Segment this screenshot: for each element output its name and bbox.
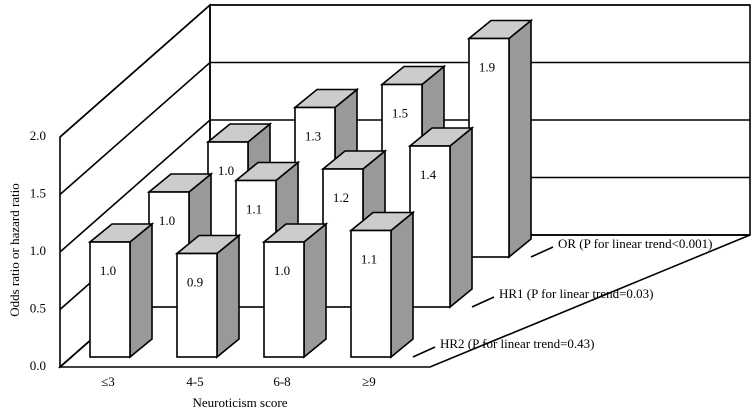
bar-side (303, 222, 327, 359)
legend-label: HR1 (P for linear trend=0.03) (499, 286, 654, 301)
grid-line (59, 119, 750, 253)
grid-line (59, 4, 750, 138)
value-label: 1.1 (361, 251, 377, 266)
value-label: 1.0 (274, 263, 290, 278)
bar-front (89, 241, 131, 358)
bar-side (129, 222, 153, 359)
bar-front (263, 241, 305, 358)
series-leader (412, 346, 436, 358)
y-axis-label: Odds ratio or hazard ratio (7, 183, 22, 317)
y-tick-label: 2.0 (30, 128, 46, 143)
bar-side (390, 210, 414, 359)
legend-label: HR2 (P for linear trend=0.43) (440, 336, 595, 351)
bar-side (508, 18, 532, 259)
value-label: 1.5 (392, 105, 408, 120)
series-leader (471, 296, 495, 308)
y-tick-label: 1.5 (30, 185, 46, 200)
y-tick-label: 0.5 (30, 300, 46, 315)
value-label: 0.9 (187, 274, 203, 289)
value-label: 1.1 (246, 201, 262, 216)
grid-line (59, 61, 750, 196)
x-tick-label: ≤3 (101, 374, 115, 389)
bar-front (409, 145, 451, 308)
value-label: 1.3 (305, 128, 321, 143)
value-label: 1.2 (333, 190, 349, 205)
bar: 0.9 (174, 233, 242, 359)
x-tick-label: 6-8 (273, 374, 290, 389)
bar: 1.0 (261, 222, 329, 359)
value-label: 1.9 (479, 59, 495, 74)
legend-label: OR (P for linear trend<0.001) (558, 236, 713, 251)
value-label: 1.0 (100, 263, 116, 278)
series-leader (530, 246, 554, 258)
x-axis-label: Neuroticism score (193, 395, 288, 410)
bar: 1.1 (348, 210, 416, 359)
value-label: 1.4 (420, 167, 437, 182)
bar: 1.4 (407, 126, 475, 309)
value-label: 1.0 (218, 163, 234, 178)
x-tick-label: 4-5 (186, 374, 203, 389)
bar-side (216, 233, 240, 359)
bar-front (176, 252, 218, 358)
bar: 1.9 (466, 18, 534, 259)
y-tick-label: 0.0 (30, 358, 46, 373)
y-tick-label: 1.0 (30, 243, 46, 258)
value-label: 1.0 (159, 213, 175, 228)
bar: 1.0 (87, 222, 155, 359)
x-tick-label: ≥9 (362, 374, 376, 389)
bar-side (449, 126, 473, 309)
bar-front (350, 229, 392, 358)
